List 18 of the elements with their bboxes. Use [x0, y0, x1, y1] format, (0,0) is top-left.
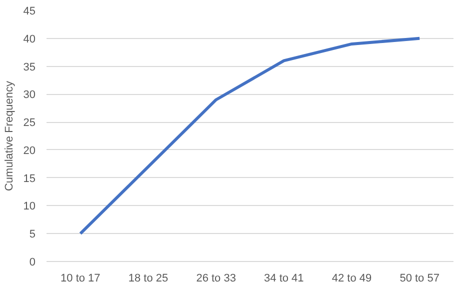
x-tick-label: 34 to 41: [264, 272, 304, 284]
y-tick-label: 10: [23, 200, 36, 213]
x-tick-label: 10 to 17: [60, 272, 100, 284]
y-axis-title: Cumulative Frequency: [3, 80, 16, 192]
x-tick-label: 18 to 25: [128, 272, 168, 284]
line-series: [78, 36, 422, 236]
y-tick-label: 25: [23, 117, 36, 130]
y-tick-label: 15: [23, 172, 36, 185]
x-tick-label: 42 to 49: [332, 272, 372, 284]
x-tick-label: 26 to 33: [196, 272, 236, 284]
y-tick-label: 5: [29, 228, 36, 241]
y-tick-label: 40: [23, 33, 36, 46]
y-tick-label: 0: [29, 256, 36, 268]
y-tick-label: 35: [23, 61, 36, 74]
y-tick-label: 20: [23, 144, 36, 157]
x-tick-label: 50 to 57: [400, 272, 440, 284]
y-tick-label: 45: [23, 6, 36, 18]
y-tick-label: 30: [23, 89, 36, 102]
